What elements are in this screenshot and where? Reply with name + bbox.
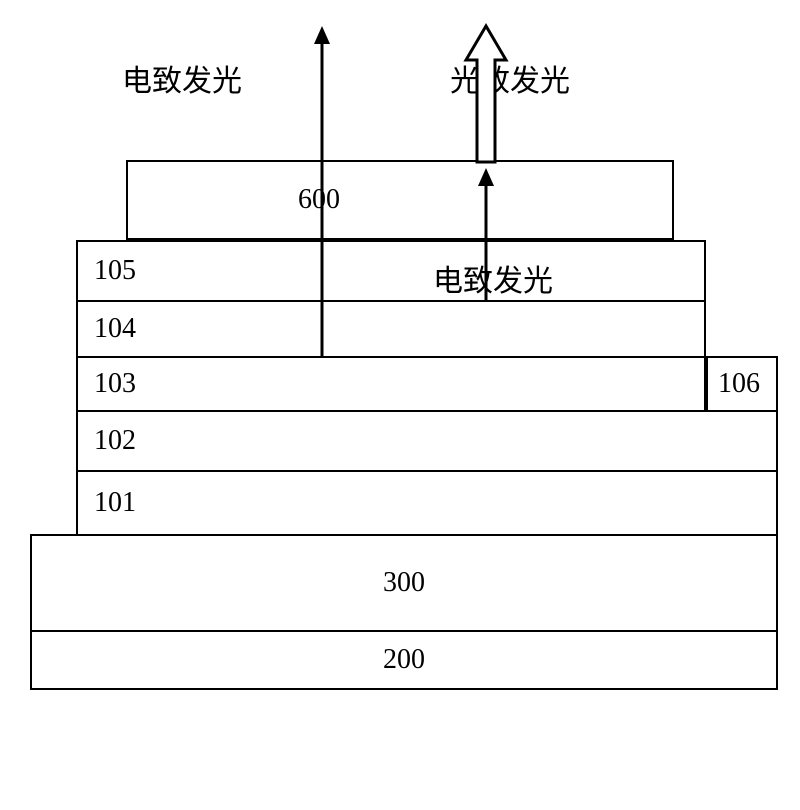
arrow-head-icon bbox=[478, 168, 494, 186]
arrows-overlay bbox=[0, 0, 800, 810]
open-arrow-icon bbox=[466, 26, 506, 162]
arrows-group bbox=[314, 26, 506, 356]
diagram-container: 200 300 101 102 103 106 104 105 600 电致发光… bbox=[0, 0, 800, 810]
arrow-head-icon bbox=[314, 26, 330, 44]
